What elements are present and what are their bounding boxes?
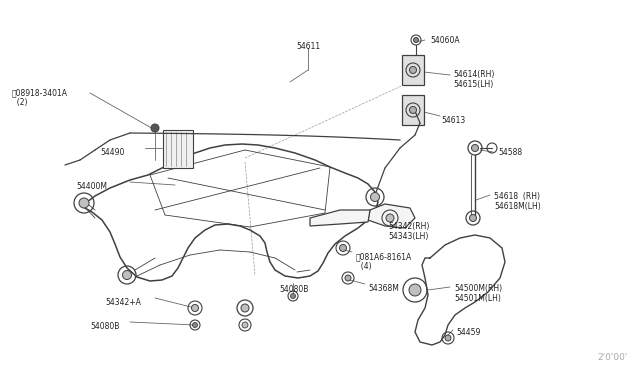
Text: 54368M: 54368M [368,284,399,293]
Circle shape [191,305,198,311]
Circle shape [409,284,421,296]
Bar [163,130,193,168]
Circle shape [345,275,351,281]
Circle shape [472,144,479,151]
Text: 54060A: 54060A [430,36,460,45]
Text: ⒲081A6-8161A
  (4): ⒲081A6-8161A (4) [356,252,412,272]
Circle shape [445,335,451,341]
Text: 54588: 54588 [498,148,522,157]
Text: 2'0'00': 2'0'00' [598,353,628,362]
Circle shape [413,38,419,42]
Circle shape [386,214,394,222]
Circle shape [122,270,131,279]
Text: 54400M: 54400M [76,182,107,191]
Circle shape [470,215,477,221]
Circle shape [151,124,159,132]
Text: 54490: 54490 [100,148,124,157]
Text: ⓝ08918-3401A
  (2): ⓝ08918-3401A (2) [12,88,68,108]
Text: 54080B: 54080B [90,322,120,331]
Bar [402,55,424,85]
Circle shape [410,106,417,113]
Circle shape [410,67,417,74]
Text: 54500M(RH)
54501M(LH): 54500M(RH) 54501M(LH) [454,284,502,304]
Text: 54613: 54613 [441,116,465,125]
Bar [402,95,424,125]
Polygon shape [310,210,370,226]
Text: 54459: 54459 [456,328,481,337]
Text: 54611: 54611 [296,42,320,51]
Circle shape [339,244,346,251]
Text: 54618  (RH)
54618M(LH): 54618 (RH) 54618M(LH) [494,192,541,211]
Text: 54080B: 54080B [279,285,308,294]
Circle shape [193,323,198,327]
Circle shape [371,192,380,202]
Text: 54614(RH)
54615(LH): 54614(RH) 54615(LH) [453,70,494,89]
Circle shape [242,322,248,328]
Text: 54342(RH)
54343(LH): 54342(RH) 54343(LH) [388,222,429,241]
Circle shape [291,294,296,298]
Circle shape [79,198,89,208]
Polygon shape [368,204,415,228]
Text: 54342+A: 54342+A [105,298,141,307]
Circle shape [241,304,249,312]
